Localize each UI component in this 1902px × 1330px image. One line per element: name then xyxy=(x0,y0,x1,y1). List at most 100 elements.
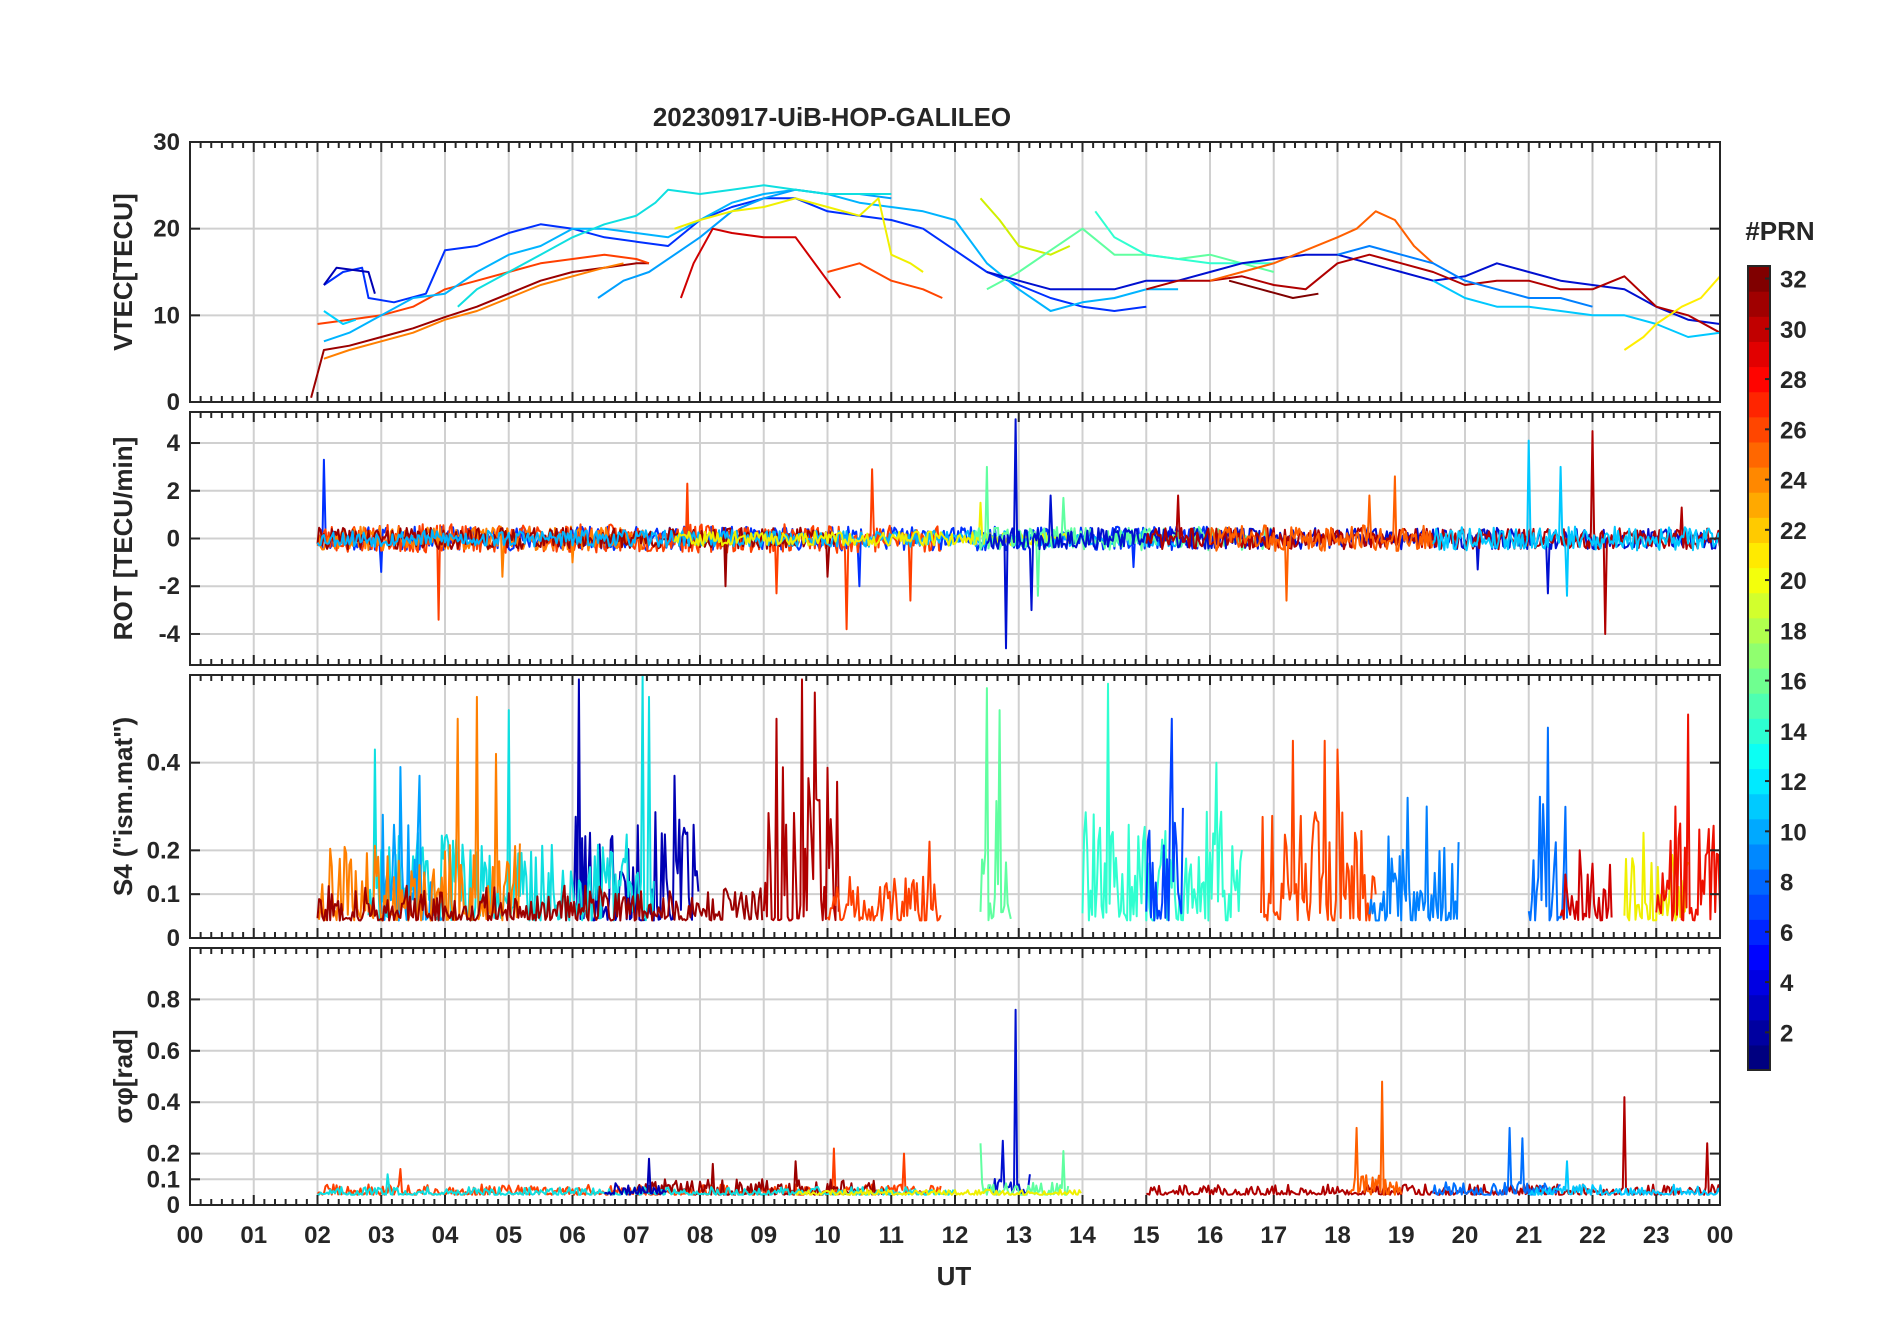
x-tick-label: 15 xyxy=(1133,1222,1160,1249)
vtec-panel: 0 10 20 30 VTEC[TECU] xyxy=(108,129,1721,416)
series-prn-30 xyxy=(762,678,840,922)
colorbar-tick-label: 28 xyxy=(1780,367,1807,394)
s4-y-axis-label: S4 ("ism.mat") xyxy=(108,717,138,896)
series-prn-30 xyxy=(1145,430,1720,635)
colorbar-tick-label: 12 xyxy=(1780,769,1807,796)
colorbar-tick-label: 32 xyxy=(1780,267,1807,294)
series-prn-24 xyxy=(323,262,624,360)
series-prn-19 xyxy=(979,197,1071,256)
series-prn-28 xyxy=(1655,713,1720,922)
series-prn-29 xyxy=(1559,849,1613,922)
y-tick-label: 0.4 xyxy=(147,750,181,777)
series-prn-5 xyxy=(323,197,1147,312)
series-prn-20 xyxy=(795,1188,1082,1196)
colorbar-swatch xyxy=(1748,517,1770,543)
x-tick-label: 05 xyxy=(495,1222,522,1249)
x-tick-label: 14 xyxy=(1069,1222,1096,1249)
y-tick-label: 4 xyxy=(167,430,181,457)
y-tick-label: 0 xyxy=(167,925,180,952)
series-prn-26 xyxy=(827,262,943,299)
colorbar-tick-label: 10 xyxy=(1780,819,1807,846)
y-tick-label: -2 xyxy=(159,573,180,600)
colorbar-swatch xyxy=(1748,467,1770,493)
series-prn-2 xyxy=(603,1157,667,1196)
series-prn-11 xyxy=(1432,279,1720,338)
y-tick-label: 0.8 xyxy=(147,986,180,1013)
colorbar-swatch xyxy=(1748,492,1770,518)
colorbar-swatch xyxy=(1748,944,1770,971)
x-tick-label: 04 xyxy=(432,1222,459,1249)
y-tick-label: 0.4 xyxy=(147,1089,181,1116)
x-tick-label: 20 xyxy=(1452,1222,1479,1249)
colorbar-swatch xyxy=(1748,366,1770,393)
x-tick-label: 22 xyxy=(1579,1222,1606,1249)
series-prn-6 xyxy=(1145,717,1184,922)
x-axis: 00 01 02 03 04 05 06 07 08 09 10 11 12 13 14 15 16 17 18 19… xyxy=(177,1222,1734,1249)
series-prn-27 xyxy=(826,840,942,922)
x-tick-label: 11 xyxy=(879,1222,904,1249)
colorbar-tick-label: 30 xyxy=(1780,317,1807,344)
series-prn-25 xyxy=(1209,475,1435,602)
colorbar-swatch xyxy=(1748,768,1770,795)
colorbar-swatch xyxy=(1748,693,1770,719)
colorbar-tick-label: 16 xyxy=(1780,669,1807,696)
x-tick-label: 19 xyxy=(1388,1222,1415,1249)
x-tick-label: 18 xyxy=(1324,1222,1351,1249)
y-tick-label: 0.6 xyxy=(147,1038,180,1065)
y-tick-label: 0.2 xyxy=(147,1141,180,1168)
series-prn-26 xyxy=(1260,739,1377,922)
y-tick-label: 0 xyxy=(167,1192,180,1219)
colorbar-swatch xyxy=(1748,668,1770,694)
y-tick-label: 0.1 xyxy=(147,1166,180,1193)
colorbar-swatch xyxy=(1748,341,1770,368)
colorbar-label: #PRN xyxy=(1745,216,1814,246)
series-prn-4 xyxy=(986,418,1720,650)
colorbar-swatch xyxy=(1748,617,1770,644)
y-tick-label: -4 xyxy=(159,621,181,648)
x-axis-label: UT xyxy=(937,1261,972,1291)
y-tick-label: 0 xyxy=(167,526,180,553)
colorbar-swatch xyxy=(1748,266,1770,292)
sigma_phi-y-axis-label: σφ[rad] xyxy=(108,1029,138,1123)
rot-y-axis-label: ROT [TECU/min] xyxy=(108,437,138,641)
series-prn-30 xyxy=(1146,253,1720,334)
colorbar-tick-label: 20 xyxy=(1780,568,1807,595)
x-tick-label: 03 xyxy=(368,1222,395,1249)
series-prn-14 xyxy=(1081,682,1243,922)
colorbar-swatch xyxy=(1748,843,1770,870)
series-prn-9 xyxy=(1337,245,1593,308)
series-prn-11 xyxy=(323,310,357,325)
series-prn-25 xyxy=(1209,210,1434,282)
colorbar-swatch xyxy=(1748,416,1770,443)
x-tick-label: 08 xyxy=(687,1222,714,1249)
x-tick-label: 06 xyxy=(559,1222,586,1249)
colorbar-tick-label: 4 xyxy=(1780,970,1794,997)
series-prn-29 xyxy=(679,227,842,299)
colorbar-swatch xyxy=(1748,592,1770,619)
x-tick-label: 00 xyxy=(1707,1222,1734,1249)
x-tick-label: 09 xyxy=(750,1222,777,1249)
x-tick-label: 02 xyxy=(304,1222,331,1249)
rot-panel: -4 -2 0 2 4 ROT [TECU/min] xyxy=(108,411,1721,666)
series-prn-16 xyxy=(986,227,1275,291)
colorbar-swatch xyxy=(1748,1044,1770,1071)
colorbar-swatch xyxy=(1748,994,1770,1021)
colorbar-tick-label: 26 xyxy=(1780,417,1807,444)
series-prn-24 xyxy=(316,525,649,578)
colorbar-swatch xyxy=(1748,642,1770,669)
series-prn-11 xyxy=(1528,1160,1720,1196)
colorbar-swatch xyxy=(1748,718,1770,744)
colorbar-tick-label: 14 xyxy=(1780,719,1807,746)
series-prn-31 xyxy=(316,884,764,922)
colorbar-swatch xyxy=(1748,969,1770,996)
colorbar-swatch xyxy=(1748,542,1770,569)
x-tick-label: 07 xyxy=(623,1222,650,1249)
colorbar-swatch xyxy=(1748,743,1770,770)
series-prn-25 xyxy=(1349,1080,1403,1196)
series-prn-13 xyxy=(457,184,892,308)
y-tick-label: 0.1 xyxy=(147,881,180,908)
colorbar-swatch xyxy=(1748,894,1770,920)
colorbar-tick-label: 2 xyxy=(1780,1020,1793,1047)
x-tick-label: 16 xyxy=(1197,1222,1224,1249)
series-prn-21 xyxy=(1623,275,1720,351)
